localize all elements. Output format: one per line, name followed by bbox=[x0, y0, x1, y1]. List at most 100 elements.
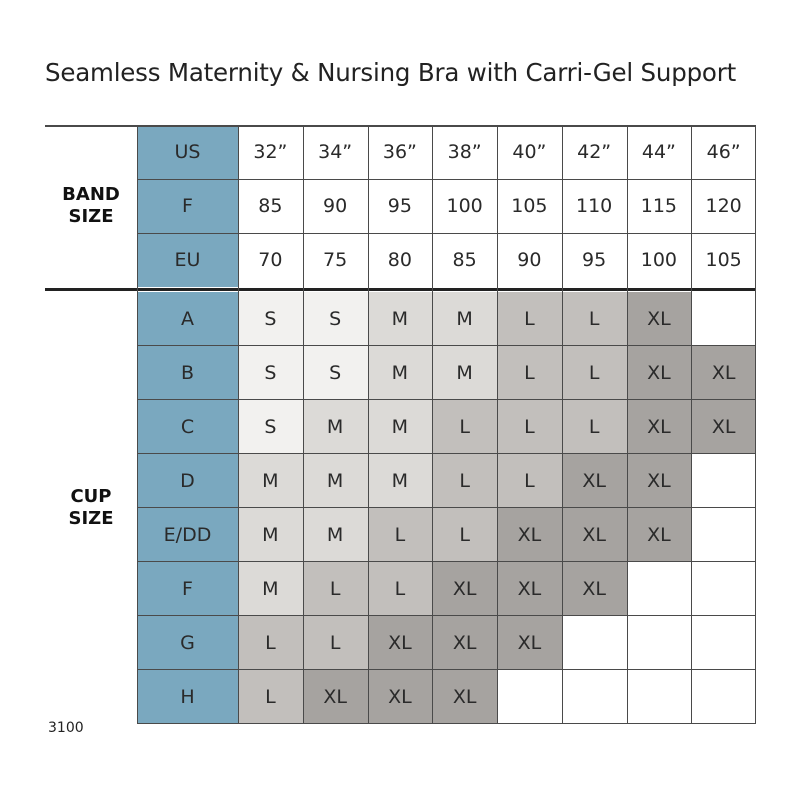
grid-col-line bbox=[238, 125, 239, 724]
grid-row-line bbox=[137, 723, 756, 724]
bra-size-cell: XL bbox=[691, 346, 756, 400]
bra-size-cell bbox=[691, 454, 756, 508]
bra-size-cell bbox=[691, 616, 756, 670]
bra-size-cell bbox=[691, 562, 756, 616]
bra-size-cell: L bbox=[302, 616, 368, 670]
band-value-cell: 115 bbox=[626, 179, 692, 233]
bra-size-cell: S bbox=[302, 292, 368, 346]
bra-size-cell: XL bbox=[626, 292, 692, 346]
product-code: 3100 bbox=[48, 720, 84, 736]
band-value-cell: 36” bbox=[367, 125, 433, 179]
grid-row-line bbox=[137, 453, 756, 454]
band-value-cell: 95 bbox=[367, 179, 433, 233]
band-value-cell: 70 bbox=[238, 233, 303, 287]
bra-size-cell: L bbox=[561, 400, 627, 454]
grid-row-line bbox=[137, 233, 756, 234]
bra-size-cell: XL bbox=[561, 454, 627, 508]
grid-row-line bbox=[137, 669, 756, 670]
cup-letter-label: D bbox=[180, 470, 195, 492]
grid-col-line bbox=[497, 125, 498, 724]
band-value-cell: 120 bbox=[691, 179, 756, 233]
cup-size-label: CUP SIZE bbox=[45, 292, 137, 724]
bra-size-cell: XL bbox=[432, 562, 497, 616]
bra-size-cell: L bbox=[497, 346, 562, 400]
bra-size-cell: M bbox=[367, 346, 433, 400]
bra-size-cell: XL bbox=[432, 616, 497, 670]
band-system-label: EU bbox=[174, 249, 201, 271]
bra-size-cell: M bbox=[302, 454, 368, 508]
band-value-cell: 90 bbox=[497, 233, 562, 287]
band-value-cell: 105 bbox=[497, 179, 562, 233]
bra-size-cell: XL bbox=[432, 670, 497, 724]
bra-size-cell bbox=[561, 616, 627, 670]
bra-size-cell: M bbox=[238, 454, 303, 508]
bra-size-cell: L bbox=[302, 562, 368, 616]
band-system-label: US bbox=[174, 141, 201, 163]
bra-size-cell: M bbox=[432, 292, 497, 346]
bra-size-cell bbox=[691, 508, 756, 562]
bra-size-cell: L bbox=[432, 508, 497, 562]
bra-size-cell: XL bbox=[497, 562, 562, 616]
grid-row-line bbox=[137, 507, 756, 508]
cup-letter-label: C bbox=[180, 416, 195, 438]
bra-size-cell: M bbox=[367, 400, 433, 454]
band-size-label: BAND SIZE bbox=[45, 125, 137, 287]
bra-size-cell: XL bbox=[561, 508, 627, 562]
band-value-cell: 40” bbox=[497, 125, 562, 179]
bra-size-cell bbox=[626, 562, 692, 616]
cup-letter-label: E/DD bbox=[163, 524, 212, 546]
band-value-cell: 100 bbox=[626, 233, 692, 287]
bra-size-cell: XL bbox=[367, 616, 433, 670]
band-value-cell: 105 bbox=[691, 233, 756, 287]
grid-row-line bbox=[137, 179, 756, 180]
cup-size-label-line1: CUP bbox=[70, 486, 112, 507]
band-value-cell: 75 bbox=[302, 233, 368, 287]
bra-size-cell: L bbox=[238, 616, 303, 670]
bra-size-cell: M bbox=[367, 292, 433, 346]
cup-letter-label: H bbox=[180, 686, 195, 708]
system-column-cup bbox=[137, 292, 238, 724]
bra-size-cell: XL bbox=[626, 508, 692, 562]
bra-size-cell: M bbox=[238, 562, 303, 616]
bra-size-cell: L bbox=[432, 400, 497, 454]
band-value-cell: 85 bbox=[238, 179, 303, 233]
bra-size-cell: S bbox=[238, 346, 303, 400]
bra-size-cell: M bbox=[367, 454, 433, 508]
bra-size-cell: XL bbox=[626, 454, 692, 508]
band-value-cell: 80 bbox=[367, 233, 433, 287]
bra-size-cell bbox=[626, 670, 692, 724]
bra-size-cell: XL bbox=[626, 400, 692, 454]
grid-col-line bbox=[302, 125, 304, 724]
bra-size-cell: XL bbox=[497, 616, 562, 670]
bra-size-cell: S bbox=[302, 346, 368, 400]
band-value-cell: 100 bbox=[432, 179, 497, 233]
grid-col-line bbox=[137, 125, 138, 724]
grid-col-line bbox=[755, 125, 756, 724]
bra-size-cell: L bbox=[497, 292, 562, 346]
bra-size-cell: M bbox=[302, 508, 368, 562]
bra-size-cell bbox=[691, 292, 756, 346]
band-value-cell: 44” bbox=[626, 125, 692, 179]
grid-col-line bbox=[691, 125, 693, 724]
cup-letter-label: F bbox=[182, 578, 193, 600]
bra-size-cell bbox=[561, 670, 627, 724]
bra-size-cell: XL bbox=[691, 400, 756, 454]
bra-size-cell: L bbox=[561, 292, 627, 346]
bra-size-cell: L bbox=[367, 508, 433, 562]
cup-letter-label: B bbox=[180, 362, 195, 384]
band-value-cell: 85 bbox=[432, 233, 497, 287]
grid-col-line bbox=[561, 125, 563, 724]
bra-size-cell: M bbox=[302, 400, 368, 454]
grid-col-line bbox=[432, 125, 434, 724]
band-value-cell: 46” bbox=[691, 125, 756, 179]
bra-size-cell: L bbox=[561, 346, 627, 400]
band-value-cell: 38” bbox=[432, 125, 497, 179]
bra-size-cell: XL bbox=[561, 562, 627, 616]
cup-letter-label: A bbox=[181, 308, 194, 330]
bra-size-cell: M bbox=[432, 346, 497, 400]
bra-size-cell bbox=[691, 670, 756, 724]
bra-size-cell: L bbox=[238, 670, 303, 724]
band-system-label: F bbox=[182, 195, 193, 217]
bra-size-cell: L bbox=[367, 562, 433, 616]
system-column-band bbox=[137, 125, 238, 287]
